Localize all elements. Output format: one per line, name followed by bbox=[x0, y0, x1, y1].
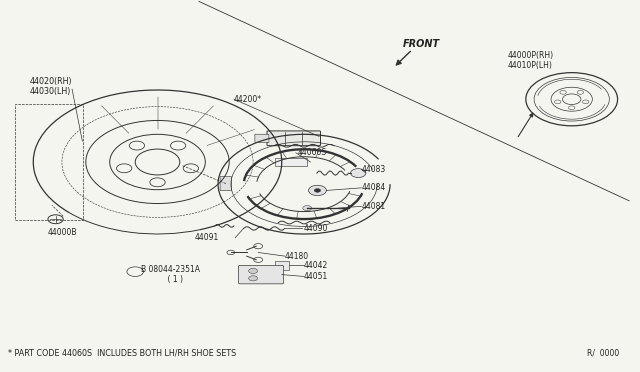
Circle shape bbox=[303, 206, 312, 211]
FancyBboxPatch shape bbox=[255, 134, 269, 142]
Text: 44180: 44180 bbox=[285, 251, 309, 261]
Text: 44051: 44051 bbox=[304, 272, 328, 281]
Circle shape bbox=[248, 268, 257, 273]
Text: 44090: 44090 bbox=[304, 224, 328, 233]
Text: 44020(RH)
44030(LH): 44020(RH) 44030(LH) bbox=[30, 77, 73, 96]
Circle shape bbox=[314, 189, 321, 192]
FancyBboxPatch shape bbox=[239, 265, 284, 284]
Bar bbox=[275, 158, 307, 166]
Text: 44081: 44081 bbox=[362, 202, 385, 211]
Text: 44060S: 44060S bbox=[298, 148, 327, 157]
Text: R/  0000: R/ 0000 bbox=[588, 349, 620, 358]
Text: * PART CODE 44060S  INCLUDES BOTH LH/RH SHOE SETS: * PART CODE 44060S INCLUDES BOTH LH/RH S… bbox=[8, 349, 236, 358]
FancyBboxPatch shape bbox=[220, 177, 232, 190]
Text: 44000B: 44000B bbox=[48, 228, 77, 237]
Circle shape bbox=[308, 185, 326, 196]
FancyBboxPatch shape bbox=[267, 131, 321, 146]
Circle shape bbox=[351, 169, 366, 177]
Bar bbox=[275, 260, 289, 270]
Text: 44083: 44083 bbox=[362, 165, 386, 174]
Text: 44042: 44042 bbox=[304, 261, 328, 270]
Text: FRONT: FRONT bbox=[403, 39, 440, 49]
Text: B 08044-2351A
    ( 1 ): B 08044-2351A ( 1 ) bbox=[141, 265, 200, 284]
Circle shape bbox=[248, 276, 257, 281]
Text: 44000P(RH)
44010P(LH): 44000P(RH) 44010P(LH) bbox=[508, 51, 554, 70]
Text: 44084: 44084 bbox=[362, 183, 386, 192]
Text: 44091: 44091 bbox=[195, 233, 220, 242]
Text: 44200*: 44200* bbox=[234, 95, 262, 104]
